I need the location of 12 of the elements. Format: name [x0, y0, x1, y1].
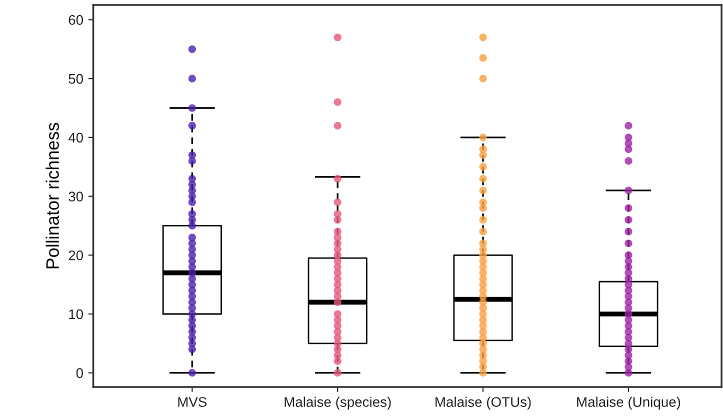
y-tick-label: 10 [69, 309, 84, 320]
x-tick-label: Malaise (OTUs) [436, 396, 531, 410]
y-tick-label: 40 [68, 132, 84, 143]
y-tick-label: 50 [68, 74, 84, 84]
x-tick-label: Malaise (Unique) [577, 396, 680, 410]
y-tick-label: 20 [68, 250, 84, 260]
y-tick-label: 0 [76, 368, 83, 378]
x-tick-label: Malaise (species) [284, 396, 391, 410]
y-tick-label: 60 [68, 15, 84, 25]
y-tick-label: 30 [68, 192, 84, 202]
y-axis-title: Pollinator richness [46, 122, 59, 268]
x-tick-label: MVS [178, 397, 207, 407]
